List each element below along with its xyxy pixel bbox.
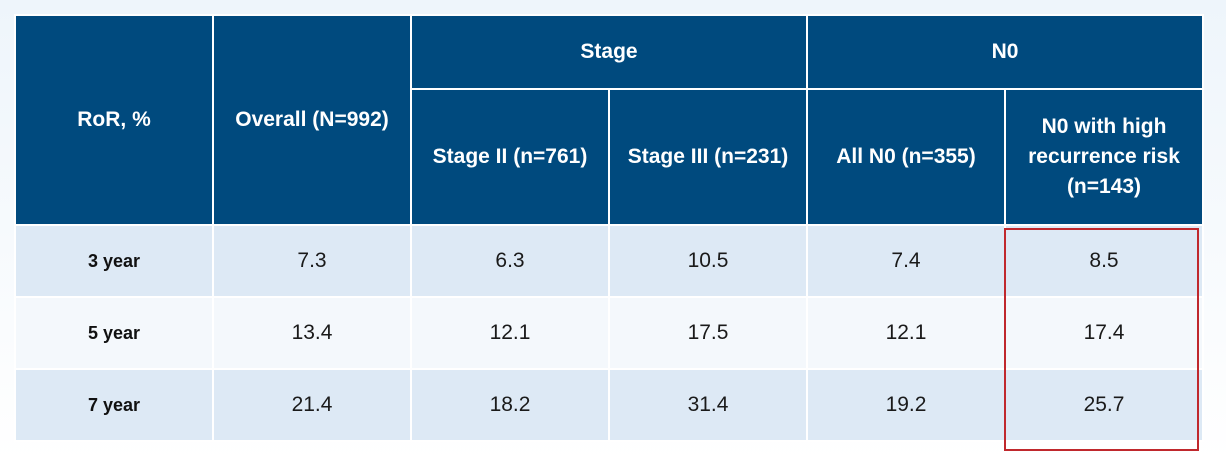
overall-header: Overall (N=992)	[212, 14, 412, 226]
cell-all-n0: 12.1	[806, 296, 1006, 370]
cell-stage2: 12.1	[410, 296, 610, 370]
cell-n0-high-risk: 25.7	[1003, 368, 1205, 442]
all-n0-header-count: (n=355)	[901, 145, 976, 168]
cell-all-n0: 7.4	[806, 224, 1006, 298]
n0-group-header: N0	[805, 14, 1205, 90]
all-n0-header-title: All N0	[836, 145, 896, 168]
stage3-header-title: Stage III	[627, 145, 709, 168]
table-row: 5 year 13.4 12.1 17.5 12.1 17.4	[14, 296, 1205, 370]
overall-header-title: Overall	[235, 108, 307, 131]
stage3-header: Stage III (n=231)	[608, 88, 808, 226]
n0-high-risk-header: N0 with high recurrence risk (n=143)	[1003, 88, 1205, 226]
stage2-header: Stage II (n=761)	[410, 88, 610, 226]
cell-all-n0: 19.2	[806, 368, 1006, 442]
table-row: 7 year 21.4 18.2 31.4 19.2 25.7	[14, 368, 1205, 442]
ror-table: RoR, % Overall (N=992) Stage N0 Stage II…	[14, 14, 1205, 442]
cell-n0-high-risk: 17.4	[1003, 296, 1205, 370]
cell-n0-high-risk: 8.5	[1003, 224, 1205, 298]
n0-high-risk-header-line2: recurrence risk	[1028, 145, 1180, 168]
corner-header: RoR, %	[14, 14, 214, 226]
stage2-header-title: Stage II	[432, 145, 508, 168]
cell-stage2: 18.2	[410, 368, 610, 442]
cell-stage3: 17.5	[608, 296, 808, 370]
n0-high-risk-header-line1: N0 with high	[1041, 115, 1167, 138]
cell-stage3: 31.4	[608, 368, 808, 442]
cell-stage3: 10.5	[608, 224, 808, 298]
overall-header-count: (N=992)	[312, 108, 389, 131]
header-row-2: Stage II (n=761) Stage III (n=231) All N…	[15, 88, 1205, 226]
all-n0-header: All N0 (n=355)	[806, 88, 1006, 226]
row-label: 3 year	[14, 224, 214, 298]
table-row: 3 year 7.3 6.3 10.5 7.4 8.5	[14, 224, 1205, 298]
stage-group-header: Stage	[410, 14, 808, 90]
stage2-header-count: (n=761)	[513, 145, 588, 168]
cell-overall: 21.4	[212, 368, 412, 442]
stage3-header-count: (n=231)	[714, 145, 789, 168]
row-label: 5 year	[14, 296, 214, 370]
cell-overall: 7.3	[212, 224, 412, 298]
corner-label: RoR, %	[77, 108, 151, 131]
row-label: 7 year	[14, 368, 214, 442]
n0-high-risk-header-count: (n=143)	[1066, 175, 1142, 198]
header-row-1: RoR, % Overall (N=992) Stage N0	[14, 14, 1205, 226]
cell-overall: 13.4	[212, 296, 412, 370]
cell-stage2: 6.3	[410, 224, 610, 298]
